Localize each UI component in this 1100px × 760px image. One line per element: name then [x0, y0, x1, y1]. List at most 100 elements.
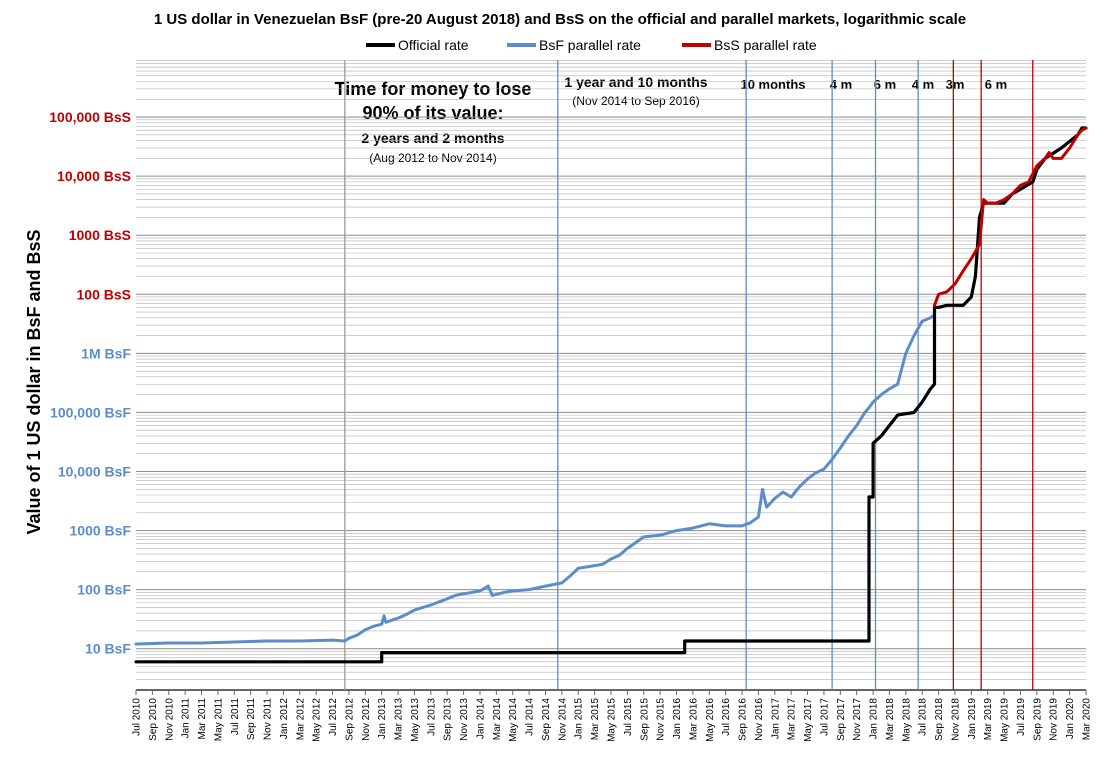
x-tick-label: Jul 2016 [721, 698, 732, 736]
data-point-bsf [748, 521, 752, 525]
data-point-official [937, 306, 940, 309]
data-point-bsf [798, 485, 801, 489]
data-point-bss [953, 282, 957, 286]
data-point-official [867, 495, 871, 499]
x-tick-label: Mar 2015 [590, 698, 601, 741]
x-tick-label: Sep 2018 [934, 698, 945, 741]
x-tick-label: May 2014 [508, 698, 519, 742]
data-point-bsf [233, 640, 236, 644]
y-tick-layer: 10 BsF 100 BsF 1000 BsF 10,000 BsF 100,000 B… [49, 109, 131, 657]
x-tick-label: Jul 2017 [819, 698, 830, 736]
data-point-bsf [478, 589, 482, 593]
data-point-official [961, 304, 965, 307]
data-point-bsf [675, 529, 678, 532]
grid-layer [136, 60, 1086, 691]
x-tick-layer: Jul 2010 Sep 2010 Nov 2010 Jan 2011 Mar 2011… [132, 690, 1093, 742]
data-point-bss [1060, 157, 1063, 160]
data-point-bsf [265, 639, 269, 643]
data-point-bsf [511, 589, 514, 593]
data-point-bsf [896, 382, 899, 386]
x-tick-label: May 2011 [213, 698, 224, 742]
data-point-official [683, 651, 686, 654]
x-tick-label: Jan 2011 [181, 698, 192, 739]
data-point-bsf [429, 603, 433, 607]
data-point-bss [1043, 157, 1047, 160]
data-point-bsf [527, 588, 531, 591]
data-point-bsf [405, 613, 408, 616]
data-point-bsf [642, 535, 646, 539]
data-point-official [683, 639, 686, 643]
data-point-official [1019, 187, 1022, 191]
data-point-official [933, 382, 936, 386]
data-point-bsf [347, 637, 351, 640]
x-tick-label: Nov 2014 [557, 698, 568, 741]
data-point-official [1002, 201, 1006, 205]
x-tick-label: Mar 2011 [197, 698, 208, 740]
x-tick-label: Mar 2016 [688, 698, 699, 741]
annotation-seg-6m-b: 6 m [985, 77, 1007, 92]
x-tick-label: May 2012 [312, 698, 323, 742]
data-point-bss [961, 269, 965, 273]
x-tick-label: Sep 2014 [541, 698, 552, 741]
data-point-bsf [413, 608, 416, 612]
data-point-official [871, 495, 875, 499]
x-tick-label: Jul 2012 [328, 698, 339, 736]
x-tick-label: Sep 2012 [344, 698, 355, 741]
annotation-seg-3m: 3m [946, 77, 965, 92]
x-tick-label: Jul 2010 [132, 698, 143, 736]
x-tick-label: Jul 2018 [918, 698, 929, 736]
data-point-bsf [593, 564, 596, 567]
data-point-official [929, 387, 932, 391]
x-tick-label: Jan 2019 [967, 698, 978, 740]
legend-label-bsf: BsF parallel rate [539, 37, 641, 53]
data-point-bss [1051, 157, 1055, 160]
data-point-bsf [384, 621, 388, 624]
data-point-bsf [486, 584, 490, 588]
data-point-bss [1035, 164, 1039, 167]
data-point-official [871, 442, 875, 445]
data-point-bss [1068, 146, 1071, 150]
x-tick-label: Jan 2017 [770, 698, 781, 740]
data-point-bss [1002, 198, 1006, 201]
x-tick-label: Nov 2012 [361, 698, 372, 741]
data-point-bss [1076, 133, 1080, 137]
data-point-official [978, 216, 981, 219]
data-point-bsf [806, 477, 809, 481]
data-point-bsf [757, 515, 760, 519]
series-line-bsf [134, 313, 936, 646]
data-point-bsf [761, 488, 764, 491]
x-tick-label: Nov 2013 [459, 698, 470, 741]
x-tick-label: Jan 2014 [476, 698, 487, 740]
x-tick-label: Jul 2013 [426, 698, 437, 736]
data-point-bsf [462, 592, 465, 596]
annotation-seg-4m-b: 4 m [912, 77, 934, 92]
data-point-bsf [847, 434, 850, 438]
x-tick-label: Jan 2018 [869, 698, 880, 740]
data-point-bsf [396, 616, 400, 620]
data-point-bss [1084, 126, 1088, 130]
y-tick-label: 1000 BsS [69, 227, 131, 243]
annotation-first-period: 2 years and 2 months [361, 130, 504, 146]
x-tick-label: Jan 2020 [1065, 698, 1076, 740]
data-point-bsf [331, 638, 334, 642]
x-tick-label: Mar 2012 [295, 698, 306, 741]
data-point-bss [945, 290, 949, 294]
data-point-bsf [871, 400, 875, 404]
data-point-bsf [372, 625, 375, 628]
y-tick-label: 100,000 BsS [49, 109, 131, 125]
x-tick-label: Mar 2017 [787, 698, 798, 741]
data-point-official [920, 400, 924, 404]
annotation-seg-4m-a: 4 m [830, 77, 852, 92]
data-point-bss [1019, 184, 1022, 187]
data-point-official [896, 413, 899, 417]
data-point-official [974, 275, 977, 278]
data-point-official [888, 424, 891, 427]
data-point-bsf [888, 387, 891, 391]
vline-layer [344, 60, 1034, 690]
data-point-official [970, 295, 973, 299]
data-point-bsf [830, 458, 834, 461]
data-point-bsf [855, 424, 858, 427]
data-point-official [933, 306, 936, 309]
annotation-seg-10m: 10 months [740, 77, 805, 92]
data-point-bsf [880, 393, 883, 396]
